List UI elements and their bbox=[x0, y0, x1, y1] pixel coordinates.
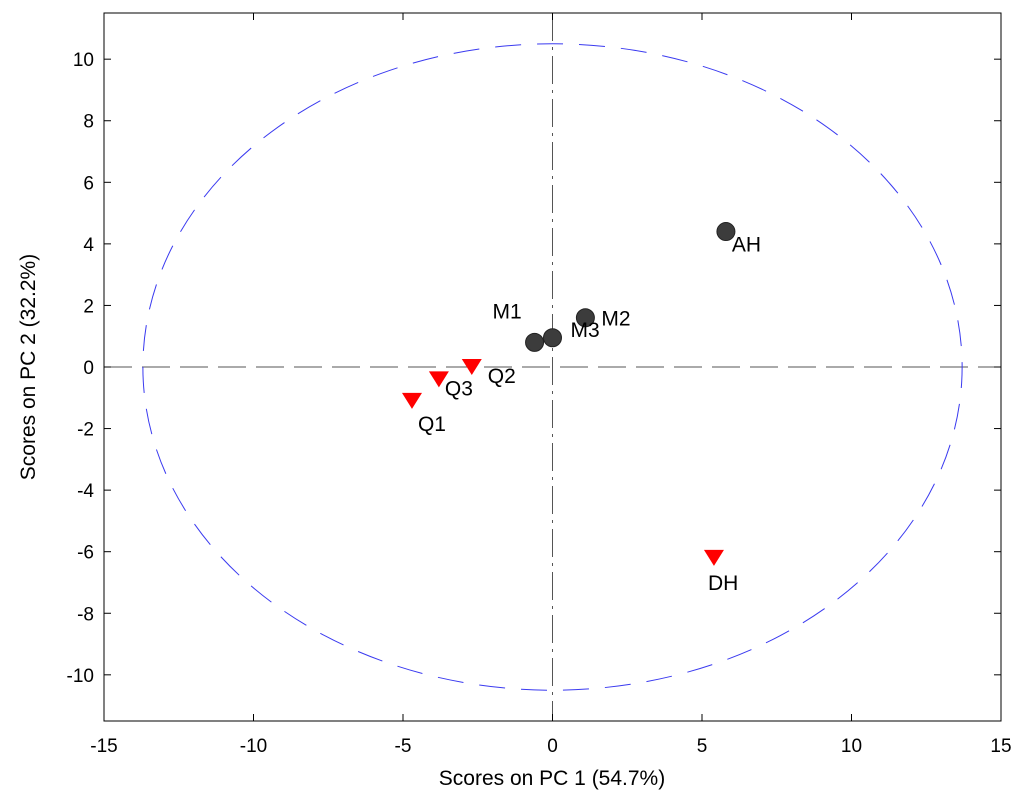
data-point-q2 bbox=[461, 359, 482, 375]
y-tick-label: -4 bbox=[77, 481, 94, 502]
data-point-q1 bbox=[401, 392, 422, 409]
x-tick-label: 0 bbox=[547, 736, 558, 757]
point-label-m1: M1 bbox=[493, 300, 522, 323]
data-point-ah bbox=[716, 222, 736, 242]
data-point-m2 bbox=[575, 308, 595, 328]
data-point-q3 bbox=[428, 371, 449, 388]
confidence-ellipse bbox=[142, 43, 963, 691]
y-tick-label: 8 bbox=[83, 112, 94, 133]
y-tick-label: 0 bbox=[83, 358, 94, 379]
y-tick-label: 2 bbox=[83, 296, 94, 317]
y-axis-title: Scores on PC 2 (32.2%) bbox=[17, 254, 40, 480]
point-label-dh: DH bbox=[708, 572, 738, 595]
point-label-m3: M3 bbox=[571, 319, 600, 342]
data-point-m1 bbox=[525, 332, 545, 352]
y-tick-label: -2 bbox=[77, 420, 94, 441]
y-tick-label: -10 bbox=[67, 666, 94, 687]
data-point-m3 bbox=[543, 328, 562, 348]
point-label-m2: M2 bbox=[601, 308, 630, 331]
x-tick-label: 15 bbox=[990, 736, 1011, 757]
x-tick-label: -5 bbox=[395, 736, 412, 757]
y-tick-label: -6 bbox=[77, 543, 94, 564]
y-tick-label: 10 bbox=[73, 50, 94, 71]
x-tick-label: -10 bbox=[240, 736, 267, 757]
point-label-q3: Q3 bbox=[445, 377, 473, 400]
x-tick-label: 5 bbox=[697, 736, 708, 757]
y-tick-label: 6 bbox=[83, 173, 94, 194]
point-label-q2: Q2 bbox=[488, 365, 516, 388]
point-label-q1: Q1 bbox=[418, 413, 446, 436]
y-tick-label: -8 bbox=[77, 604, 94, 625]
plot-frame bbox=[103, 12, 1002, 722]
point-label-ah: AH bbox=[732, 234, 761, 257]
y-tick-label: 4 bbox=[83, 235, 94, 256]
x-tick-label: 10 bbox=[841, 736, 862, 757]
data-point-dh bbox=[703, 549, 724, 566]
x-tick-label: -15 bbox=[90, 736, 117, 757]
x-axis-title: Scores on PC 1 (54.7%) bbox=[439, 767, 665, 790]
